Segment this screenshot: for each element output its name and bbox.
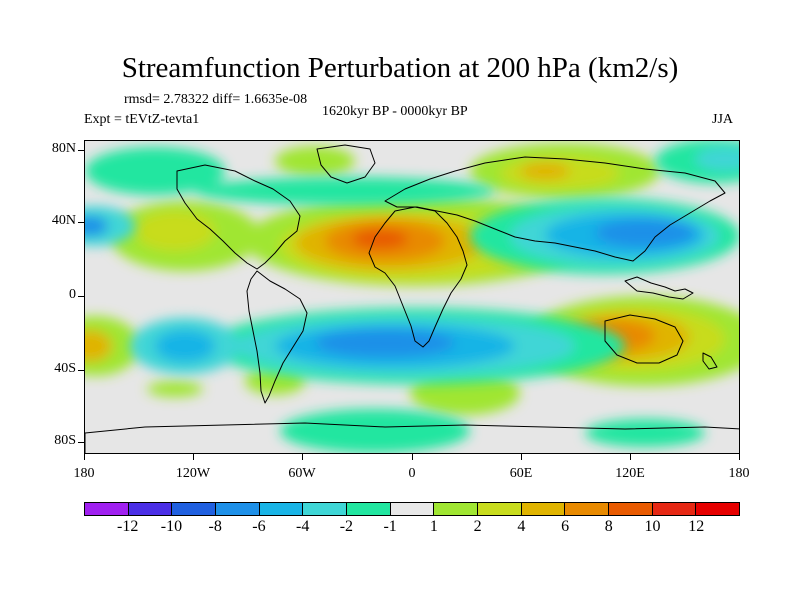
eurasia-outline [384, 156, 726, 262]
experiment-label: Expt = tEVtZ-tevta1 [84, 112, 200, 127]
colorbar-label: 2 [473, 518, 482, 535]
lat-label-80s: 80S [54, 433, 76, 448]
lat-label-40n: 40N [51, 213, 76, 228]
colorbar-label: -2 [339, 518, 354, 535]
map-svg [85, 141, 739, 453]
colorbar-box [478, 503, 522, 515]
lat-tick [78, 370, 84, 371]
maritime-continent-outline [624, 276, 694, 300]
lat-label-40s: 40S [54, 361, 76, 376]
new-zealand-outline [702, 352, 718, 370]
greenland-outline [316, 144, 376, 184]
season-label: JJA [712, 112, 734, 127]
colorbar [84, 502, 740, 516]
lon-tick [193, 454, 194, 460]
colorbar-label: 8 [604, 518, 613, 535]
negative-anomaly-layer [85, 141, 739, 453]
rmsd-stats: rmsd= 2.78322 diff= 1.6635e-08 [124, 92, 308, 107]
plot-title: Streamfunction Perturbation at 200 hPa (… [121, 52, 679, 84]
lon-label-180e: 180 [728, 466, 750, 481]
lon-label-60w: 60W [288, 466, 316, 481]
colorbar-label: -12 [117, 518, 139, 535]
lat-label-0: 0 [69, 287, 76, 302]
colorbar-label: -8 [208, 518, 222, 535]
lon-tick [84, 454, 85, 460]
colorbar-box [172, 503, 217, 515]
south-america-outline [246, 270, 308, 404]
antarctica-outline [85, 422, 739, 453]
colorbar-label: 10 [644, 518, 661, 535]
north-america-outline [176, 164, 301, 270]
lat-tick [78, 150, 84, 151]
colorbar-label: 6 [561, 518, 570, 535]
colorbar-box [259, 503, 304, 515]
lon-tick [412, 454, 413, 460]
lon-tick [521, 454, 522, 460]
lon-label-120w: 120W [175, 466, 211, 481]
colorbar-label: -1 [383, 518, 397, 535]
lon-label-180w: 180 [73, 466, 95, 481]
colorbar-label: 1 [429, 518, 438, 535]
colorbar-box [303, 503, 348, 515]
lat-label-80n: 80N [51, 141, 76, 156]
colorbar-box [216, 503, 260, 515]
colorbar-box [696, 503, 740, 515]
coastlines [85, 144, 739, 453]
lon-label-120e: 120E [615, 466, 645, 481]
colorbar-label: -10 [160, 518, 183, 535]
colorbar-box [85, 503, 129, 515]
period-label: 1620kyr BP - 0000kyr BP [322, 104, 468, 119]
lon-tick [739, 454, 740, 460]
colorbar-box [652, 503, 697, 515]
colorbar-label: 4 [517, 518, 526, 535]
lon-label-0: 0 [408, 466, 416, 481]
colorbar-box [128, 503, 173, 515]
africa-outline [368, 206, 468, 348]
australia-outline [604, 314, 684, 364]
colorbar-box [390, 503, 435, 515]
colorbar-box [609, 503, 653, 515]
colorbar-label: -6 [252, 518, 266, 535]
lat-tick [78, 222, 84, 223]
lon-tick [302, 454, 303, 460]
colorbar-label: 12 [688, 518, 705, 535]
lat-tick [78, 442, 84, 443]
colorbar-label: -4 [295, 518, 310, 535]
map-panel [84, 140, 740, 454]
lon-label-60e: 60E [509, 466, 533, 481]
lon-tick [630, 454, 631, 460]
colorbar-box [434, 503, 479, 515]
colorbar-box [347, 503, 391, 515]
lat-tick [78, 296, 84, 297]
colorbar-box [521, 503, 566, 515]
colorbar-box [565, 503, 610, 515]
